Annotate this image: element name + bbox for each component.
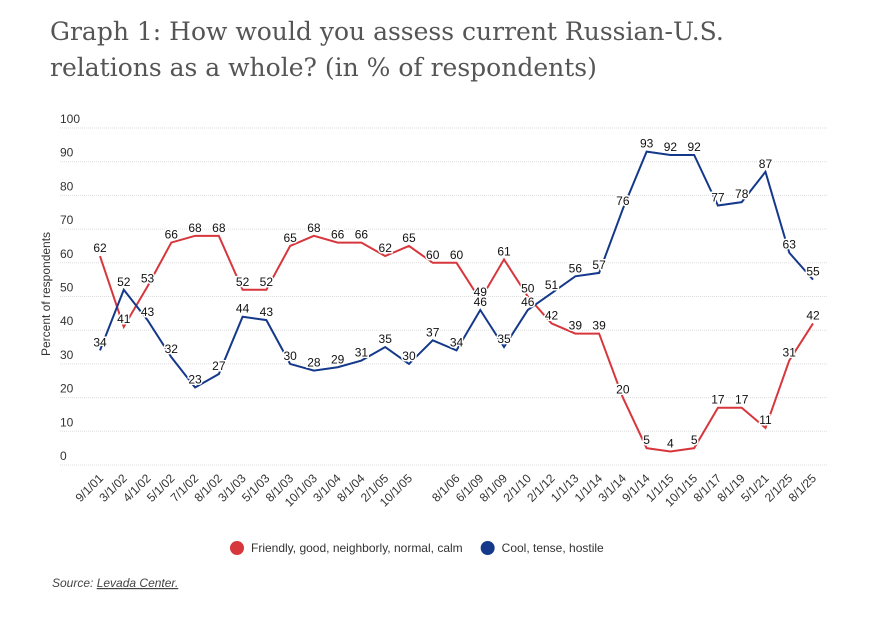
y-tick-label: 0 — [60, 449, 67, 463]
data-label: 30 — [283, 349, 297, 363]
data-label: 46 — [474, 295, 488, 309]
data-label: 76 — [616, 194, 630, 208]
data-label: 65 — [402, 231, 416, 245]
y-tick-label: 50 — [60, 281, 74, 295]
y-tick-label: 60 — [60, 247, 74, 261]
title-box: Graph 1: How would you assess current Ru… — [50, 17, 724, 82]
data-label: 28 — [307, 356, 321, 370]
data-label: 49 — [474, 285, 488, 299]
y-tick-label: 80 — [60, 179, 74, 193]
data-label: 52 — [260, 275, 274, 289]
data-label: 60 — [426, 248, 440, 262]
data-label: 78 — [735, 187, 749, 201]
data-label: 60 — [450, 248, 464, 262]
data-label: 11 — [759, 413, 772, 427]
data-label: 63 — [783, 238, 797, 252]
data-label: 32 — [165, 342, 179, 356]
data-label: 23 — [188, 372, 202, 386]
legend-swatch — [230, 541, 244, 555]
data-label: 39 — [592, 319, 606, 333]
data-label: 46 — [521, 295, 535, 309]
source: Source: Levada Center. — [52, 576, 178, 590]
data-label: 29 — [331, 352, 345, 366]
data-label: 93 — [640, 137, 654, 151]
data-label: 53 — [141, 271, 155, 285]
data-label: 31 — [355, 346, 369, 360]
data-label: 68 — [212, 221, 226, 235]
data-label: 52 — [236, 275, 250, 289]
data-label: 43 — [260, 305, 274, 319]
data-label: 30 — [402, 349, 416, 363]
series-line — [99, 234, 814, 453]
data-label: 62 — [379, 241, 393, 255]
data-label: 4 — [667, 437, 674, 451]
data-label: 37 — [426, 325, 440, 339]
data-label: 44 — [236, 302, 250, 316]
source-link[interactable]: Levada Center. — [97, 576, 179, 590]
data-label: 42 — [806, 308, 820, 322]
data-label: 92 — [664, 140, 678, 154]
data-label: 17 — [711, 393, 725, 407]
data-label: 17 — [735, 393, 749, 407]
data-label: 68 — [307, 221, 321, 235]
source-label: Source: — [52, 576, 93, 590]
data-label: 68 — [188, 221, 202, 235]
data-label: 5 — [691, 433, 698, 447]
data-label: 61 — [497, 244, 511, 258]
data-label: 34 — [93, 335, 107, 349]
data-label: 35 — [379, 332, 393, 346]
data-label: 50 — [521, 282, 535, 296]
data-label: 66 — [165, 228, 179, 242]
data-label: 51 — [545, 278, 559, 292]
data-label: 66 — [355, 228, 369, 242]
data-label: 65 — [283, 231, 297, 245]
data-label: 20 — [616, 383, 630, 397]
data-label: 5 — [643, 433, 650, 447]
data-label: 41 — [117, 312, 131, 326]
series-line — [99, 150, 814, 389]
data-label: 77 — [711, 191, 725, 205]
y-axis-label: Percent of respondents — [39, 232, 53, 356]
data-label: 34 — [450, 335, 464, 349]
data-label: 66 — [331, 228, 345, 242]
y-tick-label: 70 — [60, 213, 74, 227]
chart-title: Graph 1: How would you assess current Ru… — [50, 17, 724, 82]
data-label: 27 — [212, 359, 226, 373]
legend-swatch — [480, 541, 495, 555]
data-label: 39 — [569, 319, 583, 333]
legend-label: Cool, tense, hostile — [502, 541, 604, 555]
data-label: 35 — [497, 332, 511, 346]
data-label: 52 — [117, 275, 131, 289]
data-label: 57 — [592, 258, 606, 272]
y-tick-label: 20 — [60, 382, 74, 396]
x-tick-label: 8/1/25 — [786, 471, 820, 505]
data-label: 56 — [569, 261, 583, 275]
data-label: 42 — [545, 308, 559, 322]
y-tick-label: 30 — [60, 348, 74, 362]
data-label: 92 — [687, 140, 701, 154]
data-label: 55 — [806, 265, 820, 279]
data-label: 31 — [783, 346, 797, 360]
y-tick-label: 40 — [60, 314, 74, 328]
data-label: 43 — [141, 305, 155, 319]
y-tick-label: 100 — [60, 112, 80, 126]
data-label: 87 — [759, 157, 773, 171]
y-tick-label: 10 — [60, 415, 74, 429]
data-label: 62 — [93, 241, 107, 255]
y-tick-label: 90 — [60, 146, 74, 160]
legend-label: Friendly, good, neighborly, normal, calm — [251, 541, 463, 555]
